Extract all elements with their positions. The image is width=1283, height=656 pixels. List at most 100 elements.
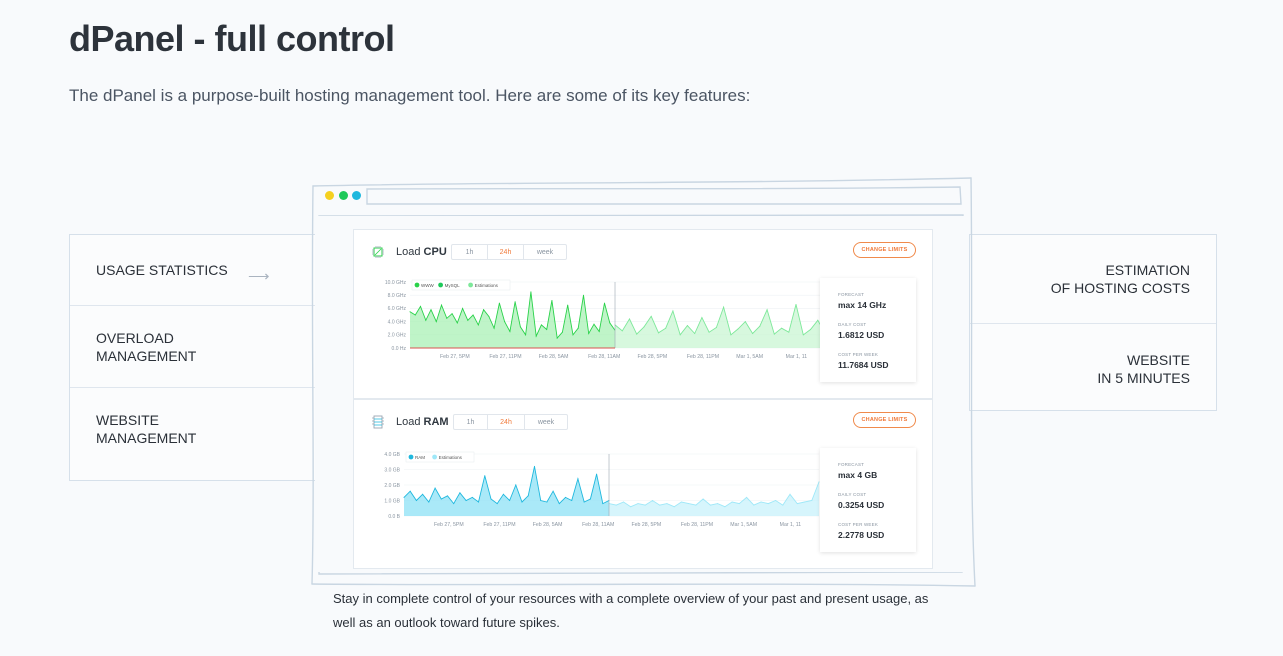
legend-box bbox=[405, 451, 475, 463]
series-estimations-point bbox=[637, 503, 639, 505]
series-estimations-point bbox=[680, 501, 682, 503]
series-ram-point bbox=[422, 493, 424, 495]
series-ram-point bbox=[484, 475, 486, 477]
series-ram-point bbox=[490, 498, 492, 500]
feature-list-right: ESTIMATION OF HOSTING COSTS WEBSITE IN 5… bbox=[969, 234, 1217, 411]
range-1h[interactable]: 1h bbox=[454, 415, 488, 429]
range-week[interactable]: week bbox=[537, 418, 555, 426]
series-ram-point bbox=[577, 478, 579, 480]
series-www-point bbox=[409, 311, 411, 313]
series-www-point bbox=[609, 322, 611, 324]
feature-usage-statistics[interactable]: USAGE STATISTICS ⟶ bbox=[70, 235, 316, 306]
series-www-point bbox=[540, 324, 542, 326]
series-www-point bbox=[593, 323, 595, 325]
legend-label: Estimations bbox=[475, 283, 499, 288]
series-ram-point bbox=[434, 487, 436, 489]
series-estimations-point bbox=[723, 306, 725, 308]
y-tick-label: 0.0 B bbox=[388, 514, 400, 520]
series-www-point bbox=[588, 332, 590, 334]
series-ram-point bbox=[521, 501, 523, 503]
series-ram-point bbox=[459, 492, 461, 494]
y-tick-label: 2.0 GHz bbox=[388, 333, 407, 339]
series-www-point bbox=[551, 299, 553, 301]
series-estimations-point bbox=[650, 315, 652, 317]
series-www-point bbox=[456, 322, 458, 324]
cpu-change-limits-button[interactable]: CHANGE LIMITS bbox=[853, 242, 916, 258]
series-www-point bbox=[467, 319, 469, 321]
series-estimations-point bbox=[643, 326, 645, 328]
series-estimations-point bbox=[622, 501, 624, 503]
series-estimations-point bbox=[644, 504, 646, 506]
series-estimations-point bbox=[818, 481, 820, 483]
range-24h[interactable]: 24h bbox=[488, 415, 525, 429]
series-estimations-point bbox=[773, 333, 775, 335]
weekly-cost-value: 2.2778 USD bbox=[838, 530, 885, 540]
series-ram-point bbox=[428, 501, 430, 503]
series-ram-area bbox=[404, 466, 610, 516]
legend-label: RAM bbox=[415, 455, 425, 460]
daily-cost-label: DAILY COST bbox=[838, 492, 867, 497]
weekly-cost-label: COST PER WEEK bbox=[838, 522, 879, 527]
y-tick-label: 1.0 GB bbox=[384, 498, 400, 504]
series-www-point bbox=[462, 307, 464, 309]
series-ram-point bbox=[496, 503, 498, 505]
y-tick-label: 10.0 GHz bbox=[385, 280, 407, 286]
series-www-point bbox=[561, 331, 563, 333]
series-ram-point bbox=[571, 500, 573, 501]
series-estimations-point bbox=[767, 503, 769, 505]
range-24h[interactable]: 24h bbox=[488, 245, 524, 259]
series-www-point bbox=[493, 327, 495, 329]
feature-label: WEBSITE IN 5 MINUTES bbox=[1097, 351, 1190, 386]
series-estimations-point bbox=[694, 332, 696, 334]
page-title: dPanel - full control bbox=[69, 18, 395, 59]
series-www-point bbox=[504, 321, 506, 323]
legend-label: WWW bbox=[421, 283, 434, 288]
series-ram-point bbox=[446, 495, 448, 497]
series-ram-point bbox=[478, 501, 480, 503]
series-ram-point bbox=[540, 500, 542, 501]
forecast-value: max 14 GHz bbox=[838, 300, 887, 310]
x-tick-label: Mar 1, 11 bbox=[780, 522, 802, 528]
series-estimations-point bbox=[724, 506, 726, 508]
series-estimations-point bbox=[759, 325, 761, 327]
y-tick-label: 4.0 GB bbox=[384, 452, 400, 458]
series-ram-point bbox=[471, 496, 473, 498]
ram-range-selector: 1h 24h week bbox=[453, 414, 568, 430]
series-ram-point bbox=[527, 495, 529, 497]
series-www-point bbox=[483, 309, 485, 311]
series-ram-point bbox=[509, 500, 511, 501]
feature-website-5-minutes[interactable]: WEBSITE IN 5 MINUTES bbox=[970, 324, 1216, 413]
feature-label: USAGE STATISTICS bbox=[96, 262, 228, 278]
series-estimations-point bbox=[775, 500, 777, 501]
range-week[interactable]: week bbox=[536, 248, 554, 256]
legend-swatch bbox=[432, 454, 437, 460]
legend-swatch bbox=[408, 454, 414, 460]
feature-overload-management[interactable]: OVERLOAD MANAGEMENT bbox=[70, 306, 316, 388]
x-tick-label: Feb 28, 5PM bbox=[638, 354, 668, 360]
series-www-point bbox=[556, 337, 558, 339]
series-estimations-point bbox=[730, 334, 732, 336]
x-tick-label: Feb 27, 5PM bbox=[440, 354, 470, 360]
series-ram-point bbox=[533, 465, 535, 467]
series-www-point bbox=[498, 302, 500, 304]
series-estimations-point bbox=[795, 303, 797, 305]
series-estimations-point bbox=[621, 330, 623, 332]
series-www-point bbox=[425, 319, 427, 321]
cpu-chip-icon bbox=[372, 246, 384, 258]
series-ram-point bbox=[403, 496, 405, 498]
page-subtitle: The dPanel is a purpose-built hosting ma… bbox=[69, 86, 751, 105]
range-1h[interactable]: 1h bbox=[452, 245, 488, 259]
series-www-point bbox=[525, 334, 527, 336]
ram-change-limits-button[interactable]: CHANGE LIMITS bbox=[853, 412, 916, 428]
series-estimations-point bbox=[672, 310, 674, 312]
x-tick-label: Mar 1, 11 bbox=[786, 354, 808, 360]
feature-website-management[interactable]: WEBSITE MANAGEMENT bbox=[70, 388, 316, 470]
x-tick-label: Feb 28, 11AM bbox=[582, 522, 614, 528]
series-www-point bbox=[535, 335, 537, 337]
series-estimations-point bbox=[760, 501, 762, 503]
feature-estimation-costs[interactable]: ESTIMATION OF HOSTING COSTS bbox=[970, 235, 1216, 324]
window-dot-green bbox=[339, 191, 348, 200]
series-www-point bbox=[582, 294, 584, 296]
series-estimations-point bbox=[630, 506, 632, 508]
daily-cost-label: DAILY COST bbox=[838, 322, 867, 327]
